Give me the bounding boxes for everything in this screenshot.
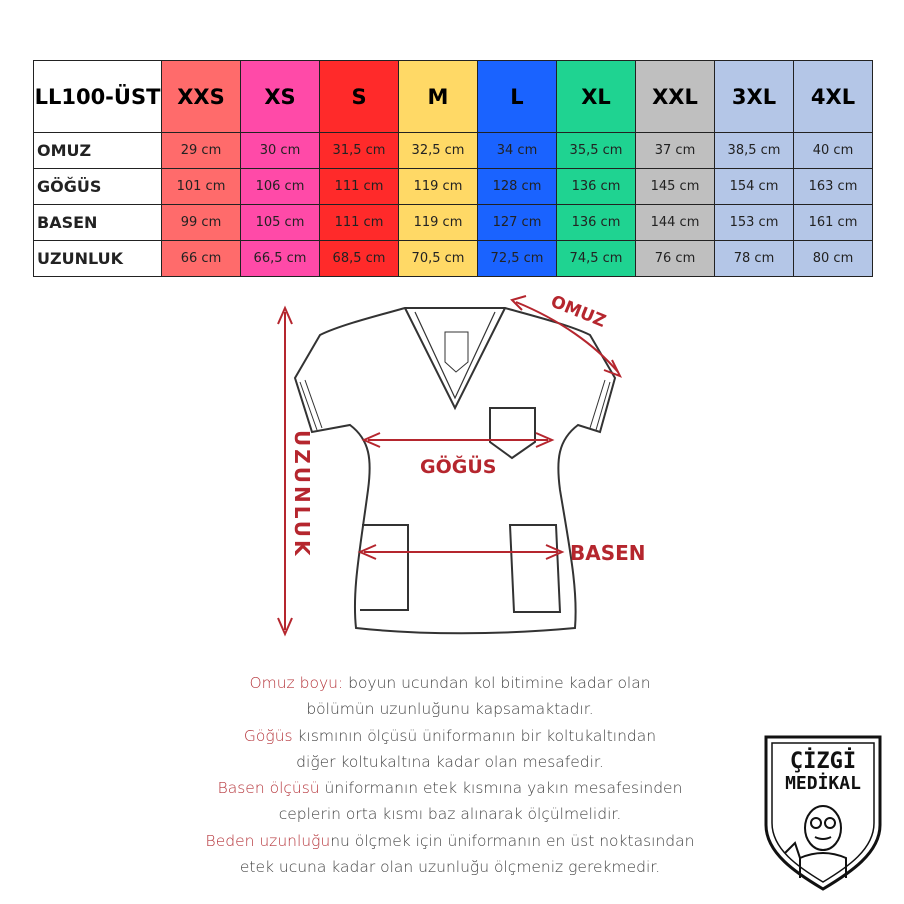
- measurement-cell: 70,5 cm: [398, 240, 478, 277]
- cizgi-medikal-logo: ÇİZGİ MEDİKAL: [764, 735, 882, 891]
- measurement-cell: 127 cm: [477, 204, 557, 241]
- measurement-cell: 68,5 cm: [319, 240, 399, 277]
- omuz-label: OMUZ: [548, 292, 609, 332]
- measurement-cell: 161 cm: [793, 204, 873, 241]
- measurement-cell: 99 cm: [161, 204, 241, 241]
- size-header: XXS: [161, 60, 241, 133]
- size-header: S: [319, 60, 399, 133]
- measurement-row: UZUNLUK 66 cm 66,5 cm 68,5 cm 70,5 cm 72,5 cm…: [33, 240, 873, 277]
- size-header: XXL: [635, 60, 715, 133]
- measurement-cell: 163 cm: [793, 168, 873, 205]
- desc-text: boyun ucundan kol bitimine kadar olan: [343, 674, 651, 692]
- omuz-arrow: [515, 301, 619, 373]
- measurement-cell: 66,5 cm: [240, 240, 320, 277]
- row-label: GÖĞÜS: [33, 168, 162, 205]
- measurement-cell: 119 cm: [398, 168, 478, 205]
- measurement-cell: 34 cm: [477, 132, 557, 169]
- measurement-cell: 106 cm: [240, 168, 320, 205]
- gogus-term: Göğüs: [243, 726, 293, 745]
- measurement-cell: 111 cm: [319, 204, 399, 241]
- desc-text: kısmının ölçüsü üniformanın bir koltukal…: [292, 726, 657, 745]
- desc-text: etek ucuna kadar olan uzunluğu ölçmeniz …: [239, 858, 661, 877]
- omuz-term: Omuz boyu:: [249, 674, 344, 692]
- measurement-cell: 128 cm: [477, 168, 557, 205]
- measurement-cell: 38,5 cm: [714, 132, 794, 169]
- measurement-cell: 32,5 cm: [398, 132, 478, 169]
- measurement-cell: 111 cm: [319, 168, 399, 205]
- brand-tag: [444, 331, 469, 373]
- desc-text: ceplerin orta kısmı baz alınarak ölçülme…: [278, 805, 622, 824]
- desc-text: nu ölçmek için üniformanın en üst noktas…: [330, 831, 695, 850]
- measurement-cell: 80 cm: [793, 240, 873, 277]
- gogus-label: GÖĞÜS: [420, 454, 496, 478]
- measurement-cell: 30 cm: [240, 132, 320, 169]
- measurement-cell: 66 cm: [161, 240, 241, 277]
- measurement-row: OMUZ 29 cm 30 cm 31,5 cm 32,5 cm 34 cm 35,5 cm…: [33, 132, 873, 169]
- size-header: 3XL: [714, 60, 794, 133]
- uzunluk-label: UZUNLUK: [290, 430, 314, 559]
- measurement-cell: 29 cm: [161, 132, 241, 169]
- size-header: 4XL: [793, 60, 873, 133]
- doctor-mascot-icon: [784, 805, 847, 878]
- measurement-cell: 78 cm: [714, 240, 794, 277]
- measurement-cell: 153 cm: [714, 204, 794, 241]
- measurement-cell: 31,5 cm: [319, 132, 399, 169]
- row-label: UZUNLUK: [33, 240, 162, 277]
- size-header: XS: [240, 60, 320, 133]
- measurement-cell: 105 cm: [240, 204, 320, 241]
- basen-label: BASEN: [570, 541, 646, 565]
- logo-text-line2: MEDİKAL: [785, 772, 861, 794]
- desc-text: bölümün uzunluğunu kapsamaktadır.: [306, 700, 594, 719]
- row-label: BASEN: [33, 204, 162, 241]
- scrub-top-outline: [293, 307, 617, 635]
- measurement-cell: 101 cm: [161, 168, 241, 205]
- measurement-row: GÖĞÜS 101 cm 106 cm 111 cm 119 cm 128 cm 136 c…: [33, 168, 873, 205]
- measurement-cell: 145 cm: [635, 168, 715, 205]
- measurement-cell: 74,5 cm: [556, 240, 636, 277]
- size-chart-table: LL100-ÜST XXS XS S M L XL XXL 3XL 4XL OM…: [33, 60, 873, 277]
- measurement-cell: 40 cm: [793, 132, 873, 169]
- measurement-row: BASEN 99 cm 105 cm 111 cm 119 cm 127 cm 136 cm…: [33, 204, 873, 241]
- measurement-cell: 35,5 cm: [556, 132, 636, 169]
- product-code: LL100-ÜST: [33, 60, 162, 133]
- measurement-cell: 119 cm: [398, 204, 478, 241]
- measurement-cell: 144 cm: [635, 204, 715, 241]
- size-header: XL: [556, 60, 636, 133]
- size-header-row: LL100-ÜST XXS XS S M L XL XXL 3XL 4XL: [33, 60, 873, 133]
- measurement-cell: 37 cm: [635, 132, 715, 169]
- measurement-cell: 76 cm: [635, 240, 715, 277]
- measurement-cell: 136 cm: [556, 204, 636, 241]
- uzunluk-term: Beden uzunluğu: [205, 831, 331, 850]
- measurement-cell: 136 cm: [556, 168, 636, 205]
- measurement-cell: 72,5 cm: [477, 240, 557, 277]
- scrub-top-diagram: OMUZ GÖĞÜS BASEN UZUNLUK: [277, 292, 646, 637]
- desc-text: diğer koltukaltına kadar olan mesafedir.: [296, 752, 604, 771]
- size-header: L: [477, 60, 557, 133]
- logo-text-line1: ÇİZGİ: [790, 748, 856, 774]
- desc-text: üniformanın etek kısmına yakın mesafesin…: [319, 779, 683, 798]
- size-header: M: [398, 60, 478, 133]
- basen-term: Basen ölçüsü: [217, 779, 320, 798]
- measurement-cell: 154 cm: [714, 168, 794, 205]
- measurement-description: Omuz boyu: boyun ucundan kol bitimine ka…: [150, 670, 750, 880]
- row-label: OMUZ: [33, 132, 162, 169]
